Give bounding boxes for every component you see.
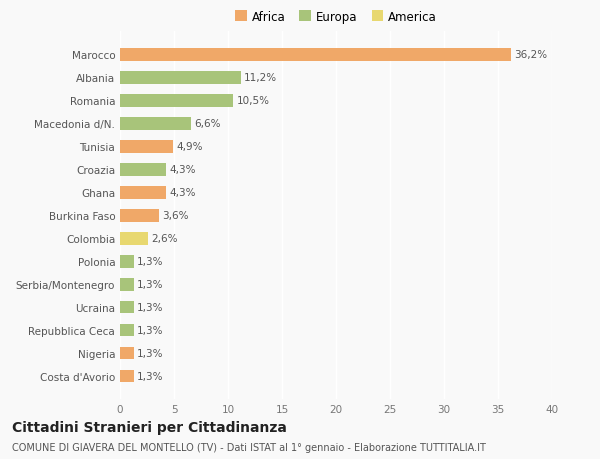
Text: 4,9%: 4,9% (176, 142, 203, 152)
Text: 6,6%: 6,6% (194, 119, 221, 129)
Bar (120, 370, 134, 383)
Text: 1,3%: 1,3% (137, 257, 164, 267)
Text: 1,3%: 1,3% (137, 325, 164, 336)
Bar (120, 72, 241, 84)
Bar (120, 301, 134, 314)
Text: Cittadini Stranieri per Cittadinanza: Cittadini Stranieri per Cittadinanza (12, 420, 287, 434)
Text: 1,3%: 1,3% (137, 371, 164, 381)
Bar (120, 255, 134, 268)
Bar (120, 324, 134, 337)
Text: 4,3%: 4,3% (170, 188, 196, 198)
Bar (120, 49, 511, 62)
Text: 4,3%: 4,3% (170, 165, 196, 175)
Text: 1,3%: 1,3% (137, 348, 164, 358)
Bar (120, 163, 166, 176)
Text: 11,2%: 11,2% (244, 73, 277, 83)
Text: 36,2%: 36,2% (514, 50, 547, 60)
Bar (120, 140, 173, 153)
Text: 1,3%: 1,3% (137, 302, 164, 313)
Bar (120, 95, 233, 107)
Bar (120, 347, 134, 360)
Bar (120, 209, 159, 222)
Bar (120, 232, 148, 245)
Legend: Africa, Europa, America: Africa, Europa, America (235, 11, 437, 23)
Text: 10,5%: 10,5% (236, 96, 269, 106)
Text: 1,3%: 1,3% (137, 280, 164, 290)
Text: 2,6%: 2,6% (151, 234, 178, 244)
Bar (120, 118, 191, 130)
Bar (120, 278, 134, 291)
Bar (120, 186, 166, 199)
Text: COMUNE DI GIAVERA DEL MONTELLO (TV) - Dati ISTAT al 1° gennaio - Elaborazione TU: COMUNE DI GIAVERA DEL MONTELLO (TV) - Da… (12, 442, 486, 452)
Text: 3,6%: 3,6% (162, 211, 188, 221)
